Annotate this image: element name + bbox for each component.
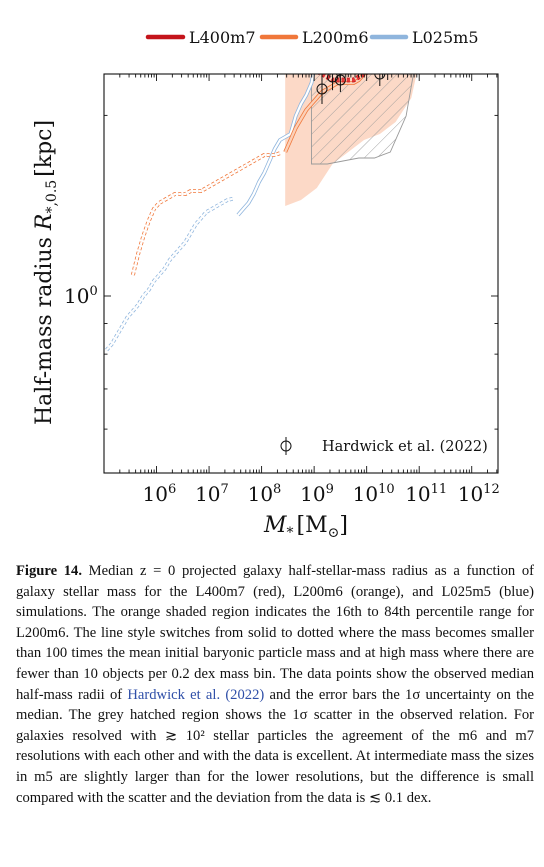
- legend-item-l025m5: L025m5: [369, 28, 479, 47]
- y-tick-label-0: 100: [64, 284, 98, 308]
- observed-scatter-region: [311, 74, 414, 165]
- x-tick-label-3: 109: [300, 482, 334, 506]
- x-tick-label-2: 108: [248, 482, 282, 506]
- observations-legend-label: Hardwick et al. (2022): [322, 439, 488, 455]
- observation-point-2: [334, 74, 346, 92]
- axis-ticks: 106107108109101010111012100101: [64, 74, 500, 506]
- observation-point-5: [359, 47, 369, 71]
- x-tick-label-6: 1012: [458, 482, 500, 506]
- caption-text-2: and the error bars the 1σ uncertainty on…: [16, 686, 534, 806]
- l400m7-solid-line: [411, 0, 464, 14]
- x-tick-label-5: 1011: [405, 482, 447, 506]
- l025m5-dotted-line: [105, 196, 234, 352]
- observations-legend: Hardwick et al. (2022): [280, 437, 488, 455]
- x-tick-label-1: 107: [195, 482, 229, 506]
- observation-point-6: [374, 74, 386, 86]
- legend: L400m7 L200m6 L025m5: [145, 28, 479, 47]
- observation-point-3: [347, 74, 349, 77]
- legend-item-l200m6: L200m6: [259, 28, 369, 47]
- observations-legend-marker: [280, 437, 292, 455]
- y-axis-label: Half-mass radius R*,0.5[kpc]: [32, 120, 60, 425]
- caption-text-1: Median z = 0 projected galaxy half-stell…: [16, 563, 534, 703]
- caption-citation-link[interactable]: Hardwick et al. (2022): [127, 686, 265, 703]
- plot-frame: [103, 73, 499, 474]
- caption-label: Figure 14.: [16, 563, 82, 579]
- observation-point-0: [316, 74, 328, 104]
- l200m6-dotted-line: [130, 151, 281, 276]
- legend-label-l400m7: L400m7: [189, 28, 256, 47]
- legend-item-l400m7: L400m7: [145, 28, 256, 47]
- observation-point-7: [387, 74, 389, 80]
- l025m5-solid-line: [236, 74, 316, 217]
- legend-label-l025m5: L025m5: [412, 28, 479, 47]
- observation-point-4: [351, 50, 361, 74]
- observation-point-8: [391, 44, 401, 68]
- observation-point-1: [327, 74, 339, 91]
- l200m6-solid-line: [283, 74, 367, 153]
- legend-label-l200m6: L200m6: [302, 28, 369, 47]
- x-tick-label-0: 106: [143, 482, 177, 506]
- observation-point-9: [401, 17, 411, 47]
- x-axis-label: M* [M⊙]: [263, 513, 348, 541]
- figure-caption: Figure 14. Median z = 0 projected galaxy…: [16, 561, 534, 808]
- chart: L400m7 L200m6 L025m5 106 107 108 109 1010 101…: [32, 0, 500, 541]
- l400m7-dotted-line: [317, 74, 369, 83]
- x-tick-label-4: 1010: [353, 482, 395, 506]
